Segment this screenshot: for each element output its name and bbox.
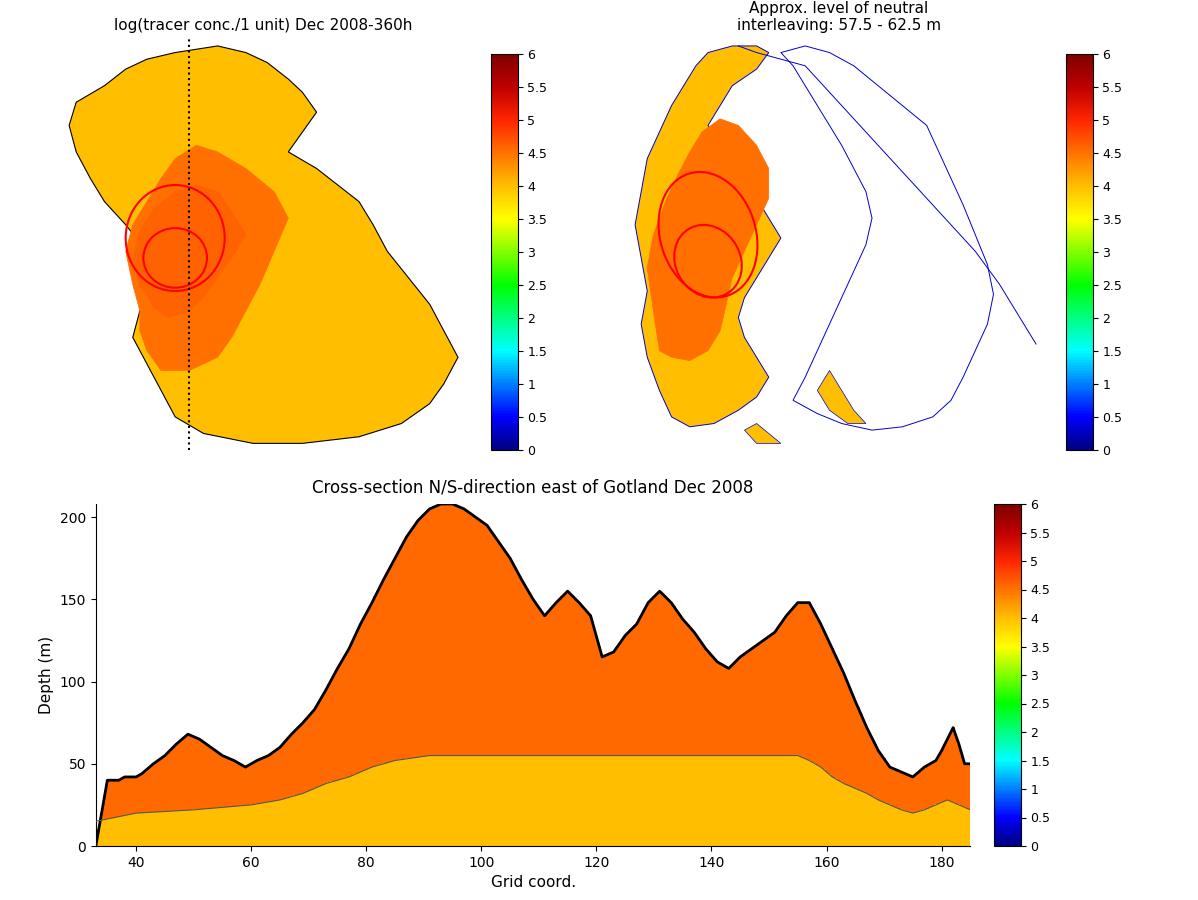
Polygon shape xyxy=(744,424,781,444)
Polygon shape xyxy=(647,119,769,361)
Polygon shape xyxy=(69,46,458,444)
Polygon shape xyxy=(133,185,246,318)
Polygon shape xyxy=(781,46,993,430)
Polygon shape xyxy=(817,371,866,424)
Title: Cross-section N/S-direction east of Gotland Dec 2008: Cross-section N/S-direction east of Gotl… xyxy=(313,479,754,497)
X-axis label: Grid coord.: Grid coord. xyxy=(490,876,576,890)
Title: log(tracer conc./1 unit) Dec 2008-360h: log(tracer conc./1 unit) Dec 2008-360h xyxy=(114,18,413,33)
Polygon shape xyxy=(635,46,781,427)
Y-axis label: Depth (m): Depth (m) xyxy=(40,636,54,714)
Title: Approx. level of neutral
interleaving: 57.5 - 62.5 m: Approx. level of neutral interleaving: 5… xyxy=(737,1,940,33)
Polygon shape xyxy=(126,145,289,371)
